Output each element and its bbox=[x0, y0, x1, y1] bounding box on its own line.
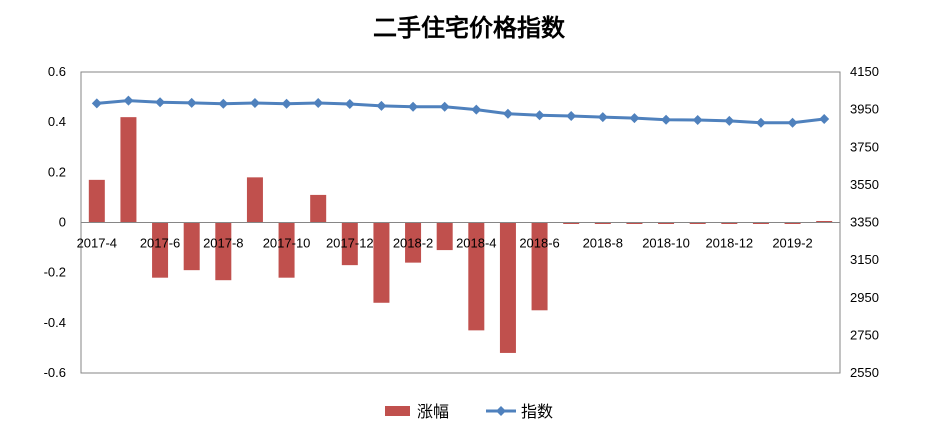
legend: 涨幅 指数 bbox=[385, 402, 553, 421]
y-left-tick-label: -0.2 bbox=[44, 265, 66, 280]
x-tick-label: 2019-2 bbox=[772, 236, 812, 251]
bar-2018-11 bbox=[689, 222, 706, 224]
index-point-2017-10 bbox=[281, 98, 292, 109]
bar-2018-12 bbox=[721, 222, 738, 224]
y-left-tick-label: 0.6 bbox=[48, 64, 66, 79]
bar-2018-4 bbox=[468, 222, 485, 331]
bar-series-group bbox=[88, 117, 833, 353]
bar-2017-10 bbox=[278, 222, 295, 278]
bar-2017-11 bbox=[310, 194, 327, 223]
index-point-2017-6 bbox=[155, 97, 166, 108]
line-series-group bbox=[91, 95, 830, 128]
legend-label-index: 指数 bbox=[521, 402, 553, 421]
bar-2017-5 bbox=[120, 117, 137, 223]
index-point-2018-5 bbox=[502, 108, 513, 119]
index-point-2018-9 bbox=[629, 113, 640, 124]
x-tick-label: 2017-12 bbox=[326, 236, 374, 251]
x-tick-label: 2017-6 bbox=[140, 236, 180, 251]
bar-2017-8 bbox=[215, 222, 232, 281]
y-right-tick-label: 2550 bbox=[850, 365, 879, 380]
index-point-2017-5 bbox=[123, 95, 134, 106]
y-right-tick-label: 3150 bbox=[850, 252, 879, 267]
index-point-2017-9 bbox=[249, 98, 260, 109]
y-axis-left-ticks: 0.6 0.4 0.2 0 -0.2 -0.4 -0.6 bbox=[44, 64, 66, 380]
chart-title: 二手住宅价格指数 bbox=[373, 13, 565, 42]
bar-2018-6 bbox=[531, 222, 548, 311]
index-point-2019-2 bbox=[787, 117, 798, 128]
x-tick-label: 2018-12 bbox=[705, 236, 753, 251]
bar-2017-9 bbox=[246, 177, 263, 223]
index-point-2017-7 bbox=[186, 97, 197, 108]
y-right-tick-label: 3550 bbox=[850, 177, 879, 192]
index-point-2018-1 bbox=[376, 100, 387, 111]
index-point-2018-8 bbox=[597, 112, 608, 123]
index-point-2017-4 bbox=[91, 98, 102, 109]
bar-2018-10 bbox=[658, 222, 675, 224]
index-point-2019-3 bbox=[819, 114, 830, 125]
x-tick-label: 2018-4 bbox=[456, 236, 496, 251]
x-tick-label: 2018-2 bbox=[393, 236, 433, 251]
y-right-tick-label: 2750 bbox=[850, 327, 879, 342]
legend-label-change: 涨幅 bbox=[417, 402, 449, 421]
index-point-2019-1 bbox=[755, 117, 766, 128]
bar-2018-3 bbox=[436, 222, 453, 251]
index-point-2018-12 bbox=[724, 115, 735, 126]
index-point-2017-8 bbox=[218, 98, 229, 109]
x-axis-ticks: 2017-4 2017-6 2017-8 2017-10 2017-12 2018-2 20… bbox=[77, 236, 813, 251]
index-point-2018-4 bbox=[471, 104, 482, 115]
index-point-2018-6 bbox=[534, 110, 545, 121]
y-left-tick-label: 0 bbox=[59, 215, 66, 230]
index-point-2018-2 bbox=[408, 101, 419, 112]
bar-2018-8 bbox=[594, 222, 611, 224]
y-axis-right-ticks: 4150 3950 3750 3550 3350 3150 2950 2750 2550 bbox=[850, 64, 879, 380]
bar-2019-1 bbox=[752, 222, 769, 224]
bar-2018-1 bbox=[373, 222, 390, 303]
index-point-2018-11 bbox=[692, 114, 703, 125]
y-right-tick-label: 2950 bbox=[850, 290, 879, 305]
x-tick-label: 2017-4 bbox=[77, 236, 117, 251]
legend-marker-swatch bbox=[496, 406, 506, 416]
bar-2019-3 bbox=[816, 221, 833, 223]
y-left-tick-label: 0.4 bbox=[48, 114, 66, 129]
index-point-2017-12 bbox=[344, 98, 355, 109]
y-right-tick-label: 4150 bbox=[850, 64, 879, 79]
y-right-tick-label: 3350 bbox=[850, 215, 879, 230]
x-tick-label: 2017-10 bbox=[263, 236, 311, 251]
bar-2018-7 bbox=[563, 222, 580, 224]
x-tick-label: 2017-8 bbox=[203, 236, 243, 251]
bar-2017-7 bbox=[183, 222, 200, 271]
bar-2019-2 bbox=[784, 222, 801, 224]
y-left-tick-label: 0.2 bbox=[48, 164, 66, 179]
index-point-2017-11 bbox=[313, 98, 324, 109]
index-point-2018-10 bbox=[661, 114, 672, 125]
y-right-tick-label: 3950 bbox=[850, 102, 879, 117]
x-tick-label: 2018-6 bbox=[519, 236, 559, 251]
bar-2018-2 bbox=[405, 222, 422, 263]
x-tick-label: 2018-8 bbox=[583, 236, 623, 251]
x-tick-label: 2018-10 bbox=[642, 236, 690, 251]
bar-2018-5 bbox=[499, 222, 516, 353]
bar-2018-9 bbox=[626, 222, 643, 224]
y-right-tick-label: 3750 bbox=[850, 139, 879, 154]
index-point-2018-3 bbox=[439, 101, 450, 112]
bar-2017-4 bbox=[88, 179, 105, 223]
index-line bbox=[96, 99, 825, 125]
bar-2017-6 bbox=[152, 222, 169, 278]
bar-2017-12 bbox=[341, 222, 358, 266]
index-point-2018-7 bbox=[566, 111, 577, 122]
y-left-tick-label: -0.6 bbox=[44, 365, 66, 380]
y-left-tick-label: -0.4 bbox=[44, 315, 66, 330]
legend-bar-swatch bbox=[385, 406, 410, 416]
